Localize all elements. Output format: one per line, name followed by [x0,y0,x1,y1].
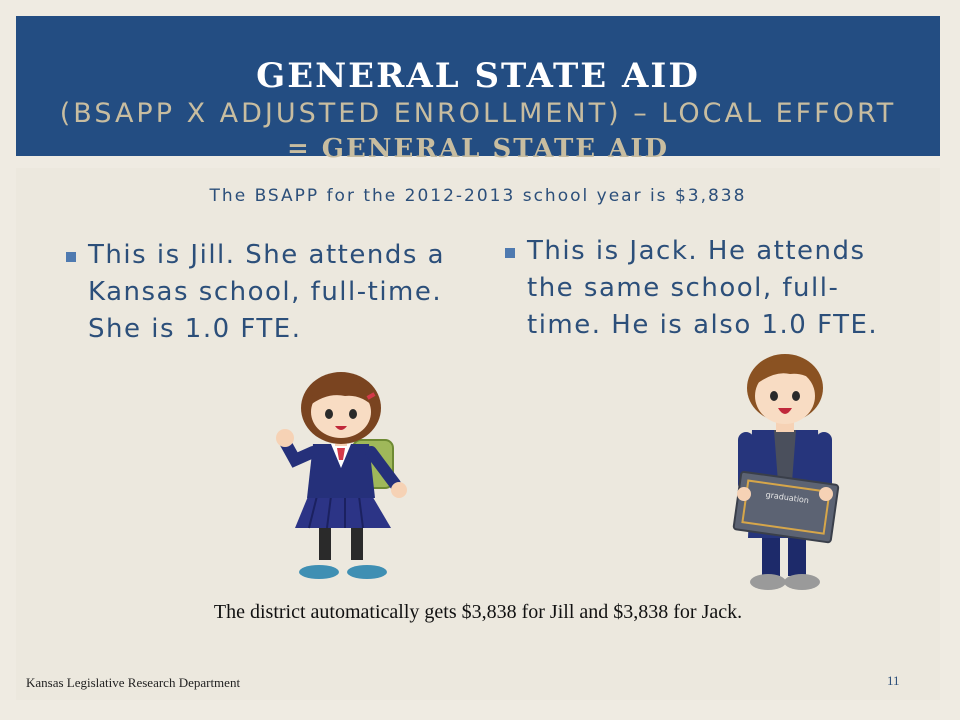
footer-department: Kansas Legislative Research Department [26,675,241,690]
bullet-jack-text: This is Jack. He attends the same school… [527,236,879,340]
slide-title: GENERAL STATE AID [256,56,700,96]
slide-title-formula: (BSAPP X ADJUSTED ENROLLMENT) – LOCAL EF… [59,98,897,129]
district-funding-note: The district automatically gets $3,838 f… [213,601,743,623]
boy-student-illustration: graduation [732,354,840,590]
girl-student-illustration [276,372,407,579]
title-band: GENERAL STATE AID (BSAPP X ADJUSTED ENRO… [16,16,940,164]
bullet-square-icon [66,252,76,262]
slide-title-result: = GENERAL STATE AID [286,134,670,164]
slide-subtitle: The BSAPP for the 2012-2013 school year … [209,186,747,206]
bullet-jill: This is Jill. She attends a Kansas schoo… [66,237,468,348]
bullet-jack: This is Jack. He attends the same school… [505,233,907,344]
bullet-square-icon [505,248,515,258]
bullet-jill-text: This is Jill. She attends a Kansas schoo… [88,240,446,344]
page-number: 11 [887,673,900,688]
